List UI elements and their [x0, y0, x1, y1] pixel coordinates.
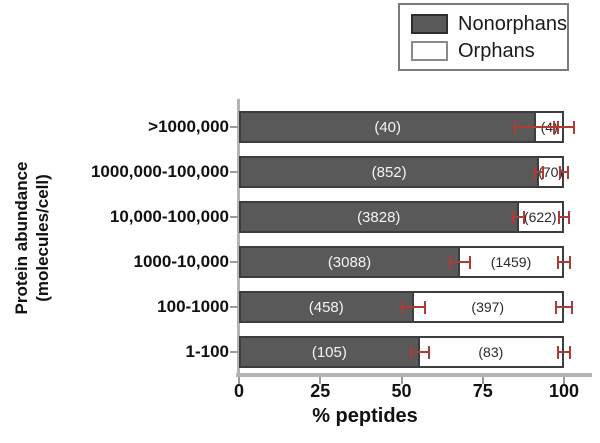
error-bar — [535, 171, 544, 173]
y-axis-line — [237, 99, 240, 375]
y-tick-mark — [230, 171, 238, 173]
orphans-count-label: (70) — [538, 164, 564, 180]
error-bar-cap — [569, 255, 572, 269]
x-tick-label: 0 — [233, 381, 245, 401]
error-bar-cap — [556, 255, 559, 269]
x-axis-line — [236, 373, 592, 377]
error-bar — [557, 261, 571, 263]
error-bar — [450, 261, 470, 263]
nonorphans-count-label: (458) — [308, 298, 344, 316]
error-bar-cap — [511, 210, 514, 224]
error-bar-cap — [567, 210, 570, 224]
category-label: 10,000-100,000 — [109, 207, 229, 226]
x-tick-label: 25 — [310, 381, 331, 401]
error-bar — [560, 171, 568, 173]
legend-item-nonorphans: Nonorphans — [411, 12, 567, 35]
y-axis-title: Protein abundance (molecules/cell) — [11, 108, 53, 368]
bar-segment-nonorphans: (3828) — [239, 201, 519, 233]
error-bar — [558, 351, 570, 353]
nonorphans-swatch-icon — [411, 13, 448, 34]
category-label: 1000-10,000 — [133, 252, 229, 271]
y-tick-mark — [230, 351, 238, 353]
orphans-count-label: (397) — [471, 299, 505, 315]
category-label: 1000,000-100,000 — [90, 162, 229, 181]
error-bar-cap — [554, 300, 557, 314]
orphans-count-label: (1459) — [490, 254, 532, 270]
bar-segment-orphans: (1459) — [458, 246, 564, 278]
error-bar-cap — [557, 345, 560, 359]
error-bar-cap — [449, 255, 452, 269]
y-tick-mark — [230, 126, 238, 128]
bar-segment-orphans: (83) — [417, 336, 564, 368]
bar-segment-nonorphans: (852) — [239, 156, 540, 188]
y-tick-mark — [230, 261, 238, 263]
category-label: 1-100 — [185, 342, 229, 361]
x-tick-mark — [319, 377, 322, 384]
error-bar — [512, 216, 525, 218]
error-bar — [401, 306, 426, 308]
error-bar-cap — [566, 165, 569, 179]
error-bar-cap — [558, 210, 561, 224]
nonorphans-count-label: (40) — [374, 118, 402, 136]
orphans-count-label: (622) — [523, 209, 557, 225]
error-bar-cap — [409, 345, 412, 359]
error-bar-cap — [523, 210, 526, 224]
nonorphans-count-label: (105) — [311, 343, 347, 361]
nonorphans-count-label: (3088) — [327, 253, 372, 271]
error-bar-cap — [571, 300, 574, 314]
bar-segment-nonorphans: (40) — [239, 111, 537, 143]
error-bar — [554, 126, 574, 128]
bar-segment-nonorphans: (3088) — [239, 246, 460, 278]
x-tick-mark — [400, 377, 403, 384]
error-bar-cap — [572, 120, 575, 134]
y-tick-mark — [230, 306, 238, 308]
x-tick-mark — [563, 377, 565, 384]
category-label: 100-1000 — [157, 297, 229, 316]
orphans-swatch-icon — [411, 40, 448, 61]
error-bar-cap — [568, 345, 571, 359]
error-bar — [559, 216, 569, 218]
legend-label-nonorphans: Nonorphans — [458, 12, 567, 35]
error-bar — [410, 351, 429, 353]
x-tick-label: 100 — [548, 381, 580, 401]
error-bar-cap — [514, 120, 517, 134]
legend-label-orphans: Orphans — [458, 39, 535, 62]
error-bar-cap — [534, 165, 537, 179]
error-bar-cap — [553, 120, 556, 134]
error-bar-cap — [559, 165, 562, 179]
legend-item-orphans: Orphans — [411, 39, 567, 62]
error-bar-cap — [400, 300, 403, 314]
orphans-count-label: (83) — [478, 344, 504, 360]
error-bar-cap — [427, 345, 430, 359]
bar-segment-nonorphans: (458) — [239, 291, 414, 323]
y-tick-mark — [230, 216, 238, 218]
y-axis-title-line2: (molecules/cell) — [33, 174, 52, 302]
legend: Nonorphans Orphans — [398, 3, 569, 71]
error-bar — [515, 126, 558, 128]
x-tick-label: 75 — [472, 381, 493, 401]
error-bar-cap — [468, 255, 471, 269]
x-axis-title: % peptides — [312, 405, 418, 427]
nonorphans-count-label: (852) — [371, 163, 407, 181]
x-tick-mark — [238, 377, 240, 384]
bar-segment-orphans: (397) — [411, 291, 564, 323]
nonorphans-count-label: (3828) — [357, 208, 401, 226]
error-bar — [555, 306, 573, 308]
error-bar-cap — [542, 165, 545, 179]
y-axis-title-line1: Protein abundance — [12, 161, 31, 315]
error-bar-cap — [424, 300, 427, 314]
bar-segment-nonorphans: (105) — [239, 336, 420, 368]
x-tick-mark — [481, 377, 484, 384]
category-label: >1000,000 — [148, 117, 229, 136]
x-tick-label: 50 — [391, 381, 412, 401]
